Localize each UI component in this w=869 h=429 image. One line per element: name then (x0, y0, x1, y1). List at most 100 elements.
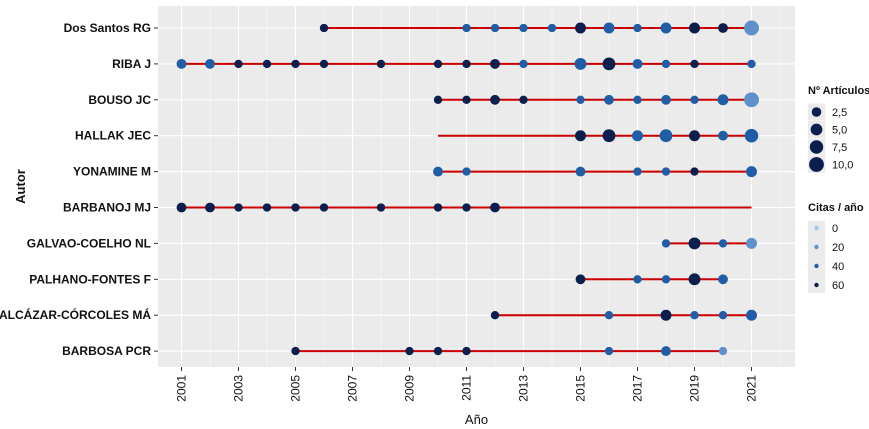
legend-color-label: 0 (832, 223, 838, 235)
data-point (633, 275, 642, 284)
data-point (661, 275, 671, 284)
data-point (576, 95, 585, 104)
data-point (718, 23, 728, 33)
data-point (718, 311, 728, 320)
data-point (632, 58, 643, 69)
y-tick-label: HALLAK JEC (75, 129, 151, 143)
data-point (718, 239, 728, 248)
x-tick-label: 2015 (574, 375, 588, 402)
data-point (433, 166, 443, 177)
data-point (575, 166, 586, 177)
y-tick-label: Dos Santos RG (64, 21, 151, 35)
data-point (603, 22, 615, 34)
data-points (176, 20, 759, 357)
data-point (462, 203, 471, 212)
data-point (632, 130, 643, 142)
legend-size-swatch (809, 157, 824, 172)
legend-color-swatch (814, 263, 819, 269)
data-point (690, 311, 699, 320)
data-point (661, 59, 671, 69)
data-point (234, 59, 243, 69)
data-point (744, 92, 759, 108)
x-tick-label: 2001 (175, 375, 189, 402)
y-tick-label: BARBOSA PCR (62, 344, 151, 358)
data-point (747, 59, 756, 69)
x-axis-title: Año (465, 412, 488, 427)
data-point (602, 57, 616, 71)
legend-size-swatch (809, 140, 824, 154)
data-point (604, 94, 614, 105)
data-point (376, 59, 386, 69)
legend-size-label: 5,0 (832, 125, 847, 137)
x-tick-label: 2005 (289, 375, 303, 402)
plot-panel (158, 6, 795, 367)
legend-size-label: 10,0 (832, 160, 853, 172)
x-tick-label: 2013 (517, 375, 531, 402)
data-point (746, 309, 757, 321)
legend-color-title: Citas / año (808, 202, 864, 214)
x-axis-ticks: 2001 2003 2005 2007 2009 2011 2013 2015 2017 2019… (175, 367, 759, 402)
data-point (746, 237, 757, 249)
data-point (490, 23, 500, 33)
x-tick-label: 2021 (745, 375, 759, 402)
x-tick-label: 2011 (460, 375, 474, 401)
data-point (462, 346, 471, 356)
data-point (433, 59, 443, 69)
data-point (575, 22, 586, 34)
data-point (462, 95, 471, 104)
data-point (519, 95, 528, 104)
legend-color-key (808, 221, 825, 293)
data-point (633, 23, 642, 33)
data-point (376, 203, 386, 212)
data-point (690, 59, 699, 69)
data-point (688, 237, 701, 250)
data-point (291, 59, 300, 69)
data-point (291, 203, 300, 212)
data-point (689, 22, 700, 34)
data-point (604, 346, 614, 356)
x-tick-label: 2017 (631, 375, 645, 402)
data-point (690, 95, 699, 104)
data-point (575, 274, 586, 285)
data-point (176, 202, 187, 213)
legend-color-label: 20 (832, 242, 844, 254)
legend-size-label: 7,5 (832, 142, 847, 154)
data-point (661, 94, 671, 105)
data-point (462, 59, 471, 69)
data-point (176, 58, 187, 69)
data-point (688, 273, 701, 286)
y-axis-ticks: Dos Santos RG RIBA J BOUSO JC HALLAK JEC YON… (0, 21, 158, 358)
x-tick-label: 2009 (403, 375, 417, 402)
data-point (689, 130, 700, 142)
data-point (633, 167, 642, 176)
data-point (575, 130, 586, 142)
data-point (718, 130, 728, 141)
data-point (433, 95, 443, 104)
data-point (291, 346, 300, 356)
data-point (746, 166, 757, 178)
x-tick-label: 2019 (688, 375, 702, 402)
legend-color-label: 40 (832, 261, 844, 273)
data-point (490, 94, 500, 105)
data-point (519, 23, 528, 33)
y-tick-label: YONAMINE M (73, 165, 151, 179)
data-point (234, 203, 243, 212)
data-point (660, 22, 672, 34)
data-point (490, 202, 500, 213)
data-point (717, 94, 729, 106)
data-point (660, 309, 672, 321)
data-point (574, 57, 587, 70)
data-point (633, 95, 642, 104)
data-point (462, 23, 471, 33)
data-point (718, 274, 728, 285)
legend-size-label: 2,5 (832, 107, 847, 119)
data-point (319, 59, 329, 69)
y-tick-label: BOUSO JC (88, 93, 151, 107)
data-point (490, 58, 500, 69)
data-point (661, 239, 671, 248)
x-tick-label: 2007 (346, 375, 360, 402)
legend-color-label: 60 (832, 280, 844, 292)
data-point (602, 129, 616, 143)
data-point (744, 128, 759, 143)
data-point (604, 311, 614, 320)
